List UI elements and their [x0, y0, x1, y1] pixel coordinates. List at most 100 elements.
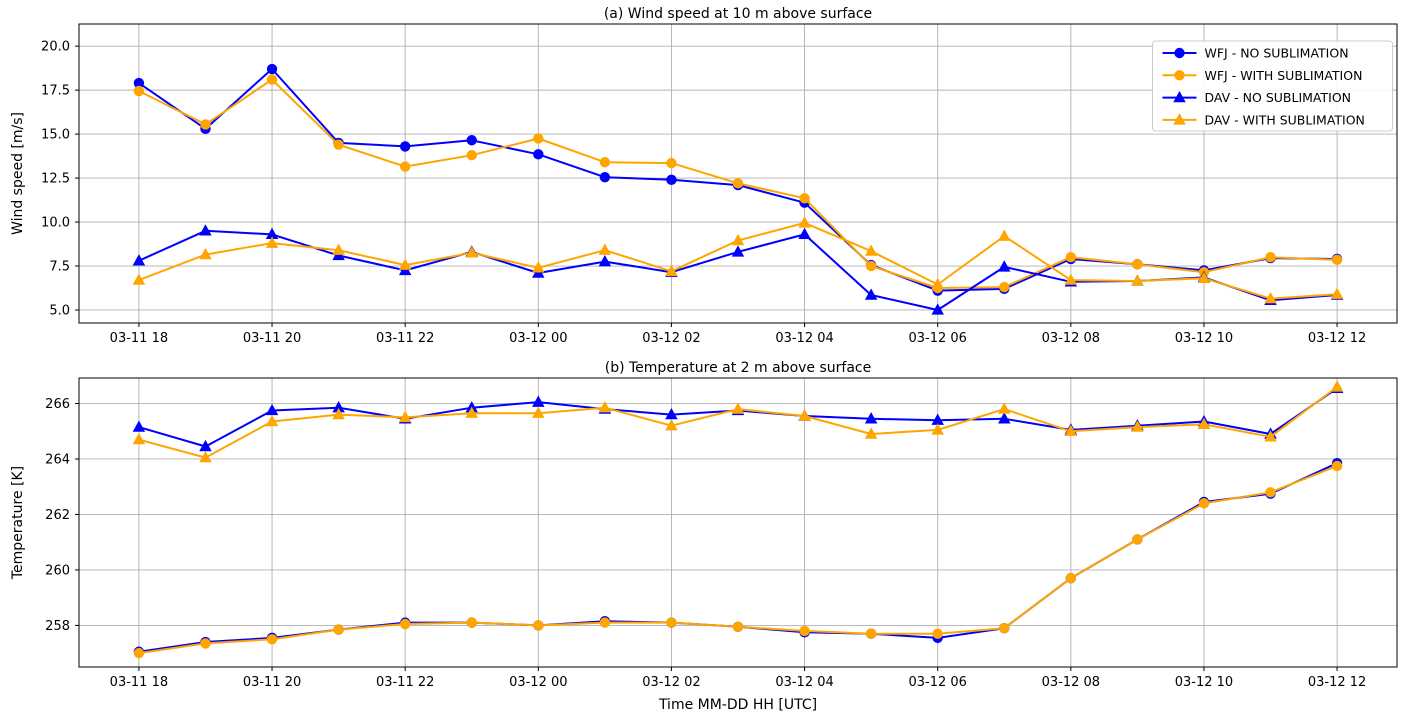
series-dav-with-sublimation-point-marker — [332, 243, 345, 255]
panel-a-x-tick-label: 03-11 18 — [110, 331, 168, 346]
series-wfj-with-sublimation-point-marker — [200, 119, 211, 130]
series-wfj-with-sublimation-point-marker — [999, 281, 1010, 293]
legend-dav-no-sublimation-point-marker — [1173, 90, 1186, 103]
series-dav-no-sublimation-point-marker — [864, 288, 878, 300]
series-wfj-with-sublimation-point-marker — [799, 193, 810, 204]
panel-b-x-tick-label: 03-12 10 — [1175, 675, 1233, 690]
series-wfj-with-sublimation-point-marker — [200, 638, 211, 649]
series-dav-with-sublimation-point-marker — [598, 401, 612, 413]
panel-a-ylabel: Wind speed [m/s] — [10, 112, 26, 235]
legend-label-dav-with-sublimation: DAV - WITH SUBLIMATION — [1205, 112, 1365, 127]
series-dav-no-sublimation-point-marker — [532, 395, 545, 407]
series-dav-with-sublimation-point-marker — [398, 258, 412, 270]
series-dav-with-sublimation-point-marker — [798, 409, 811, 421]
series-dav-with-sublimation-point-marker — [265, 236, 279, 248]
series-dav-no-sublimation-point-marker — [132, 420, 146, 432]
series-dav-no-sublimation-point-marker — [998, 260, 1011, 272]
panel-a-x-tick-label: 03-12 00 — [509, 331, 567, 346]
series-dav-with-sublimation-point-marker — [1064, 273, 1078, 285]
series-wfj-with-sublimation-point-marker — [1331, 460, 1343, 472]
series-dav-with-sublimation-point-marker — [1264, 430, 1277, 442]
series-wfj-with-sublimation-point-marker — [599, 617, 611, 628]
panel-a-y-tick-label: 7.5 — [49, 260, 70, 275]
series-dav-with-sublimation-point-marker — [265, 414, 279, 427]
series-wfj-with-sublimation-point-marker — [533, 133, 544, 144]
legend-wfj-no-sublimation-point-marker — [1174, 47, 1185, 59]
series-wfj-with-sublimation-point-marker — [865, 628, 877, 639]
series-dav-with-sublimation-point-marker — [199, 247, 212, 260]
panel-b-x-tick-label: 03-12 08 — [1042, 675, 1100, 690]
panel-b-x-tick-label: 03-11 22 — [376, 675, 434, 690]
panel-b-y-tick-label: 264 — [45, 452, 70, 467]
panel-b-x-tick-label: 03-12 06 — [908, 675, 966, 690]
panel-b-y-tick-label: 266 — [45, 397, 70, 412]
panel-a-y-tick-label: 10.0 — [41, 216, 70, 231]
series-dav-no-sublimation-point-marker — [265, 403, 279, 416]
series-wfj-with-sublimation-point-marker — [466, 617, 477, 628]
series-dav-no-sublimation-point-marker — [798, 227, 811, 240]
series-wfj-no-sublimation-point-marker — [399, 141, 411, 152]
series-dav-with-sublimation-point-marker — [132, 273, 146, 285]
legend-wfj-with-sublimation-point-marker — [1174, 70, 1185, 81]
panel-a-x-tick-label: 03-12 08 — [1042, 331, 1100, 346]
panel-b-ylabel: Temperature [K] — [10, 466, 26, 580]
series-dav-no-sublimation-point-marker — [998, 412, 1011, 424]
series-dav-with-sublimation-point-marker — [864, 427, 878, 439]
series-wfj-with-sublimation-point-marker — [399, 618, 411, 630]
panel-b-x-tick-label: 03-12 12 — [1308, 675, 1366, 690]
x-axis-label: Time MM-DD HH [UTC] — [658, 697, 817, 713]
series-wfj-no-sublimation-point-marker — [466, 135, 477, 146]
legend-label-wfj-with-sublimation: WFJ - WITH SUBLIMATION — [1205, 68, 1363, 83]
series-dav-no-sublimation-point-marker — [132, 254, 146, 266]
series-dav-with-sublimation-point-marker — [931, 277, 944, 290]
panel-a-y-tick-label: 5.0 — [49, 303, 70, 318]
series-wfj-with-sublimation-point-marker — [1132, 534, 1143, 545]
series-wfj-with-sublimation-point-marker — [999, 622, 1010, 634]
series-dav-with-sublimation-point-marker — [332, 407, 345, 420]
series-dav-with-sublimation-point-marker — [532, 261, 545, 273]
panel-a-title: (a) Wind speed at 10 m above surface — [604, 6, 872, 22]
series-wfj-with-sublimation-point-marker — [732, 621, 744, 632]
series-dav-no-sublimation-point-marker — [199, 439, 212, 452]
legend-box — [1152, 40, 1393, 132]
legend-label-wfj-no-sublimation: WFJ - NO SUBLIMATION — [1205, 46, 1349, 61]
series-wfj-with-sublimation-point-marker — [333, 139, 344, 150]
series-dav-with-sublimation-point-marker — [598, 243, 612, 255]
legend-dav-with-sublimation-point-marker — [1173, 113, 1186, 125]
series-wfj-with-sublimation-point-marker — [333, 624, 344, 635]
series-dav-with-sublimation-point-marker — [731, 402, 745, 414]
panel-a-x-tick-label: 03-11 22 — [376, 331, 434, 346]
series-wfj-with-sublimation-point-marker — [799, 625, 810, 637]
panel-b-y-tick-label: 262 — [45, 508, 70, 523]
series-dav-with-sublimation-point-marker — [1064, 424, 1078, 436]
series-dav-with-sublimation-point-marker — [465, 246, 478, 258]
panel-b-x-tick-label: 03-11 20 — [243, 675, 301, 690]
series-dav-with-sublimation-point-marker — [532, 406, 545, 418]
series-wfj-with-sublimation-point-marker — [599, 157, 611, 168]
series-dav-with-sublimation-point-marker — [1197, 417, 1211, 430]
series-wfj-with-sublimation-point-marker — [133, 647, 145, 659]
series-wfj-no-sublimation-point-marker — [266, 63, 278, 75]
series-dav-with-sublimation-point-marker — [864, 244, 878, 256]
series-wfj-with-sublimation-point-marker — [865, 260, 877, 272]
panel-a-y-tick-label: 20.0 — [41, 40, 70, 55]
series-wfj-no-sublimation-point-marker — [599, 171, 611, 183]
series-dav-with-sublimation-point-marker — [998, 402, 1011, 414]
series-dav-with-sublimation-point-marker — [665, 264, 678, 276]
series-wfj-with-sublimation-point-marker — [1132, 259, 1143, 270]
panel-a-x-tick-label: 03-11 20 — [243, 331, 301, 346]
series-wfj-with-sublimation-point-marker — [1331, 254, 1343, 266]
panel-a-x-tick-label: 03-12 04 — [775, 331, 833, 346]
series-dav-no-sublimation-point-marker — [931, 303, 944, 315]
series-wfj-with-sublimation-point-marker — [133, 85, 145, 97]
series-dav-no-sublimation-point-marker — [598, 254, 612, 267]
series-dav-with-sublimation-point-marker — [1330, 380, 1344, 392]
series-dav-with-sublimation-point-marker — [1197, 271, 1211, 284]
panel-b-plot-border — [78, 377, 1398, 668]
series-dav-with-sublimation-point-marker — [998, 229, 1011, 241]
panel-a-y-tick-label: 17.5 — [41, 84, 70, 99]
panel-a-x-tick-label: 03-12 06 — [908, 331, 966, 346]
panel-b-title: (b) Temperature at 2 m above surface — [605, 360, 871, 376]
series-dav-with-sublimation-point-marker — [1264, 291, 1277, 304]
